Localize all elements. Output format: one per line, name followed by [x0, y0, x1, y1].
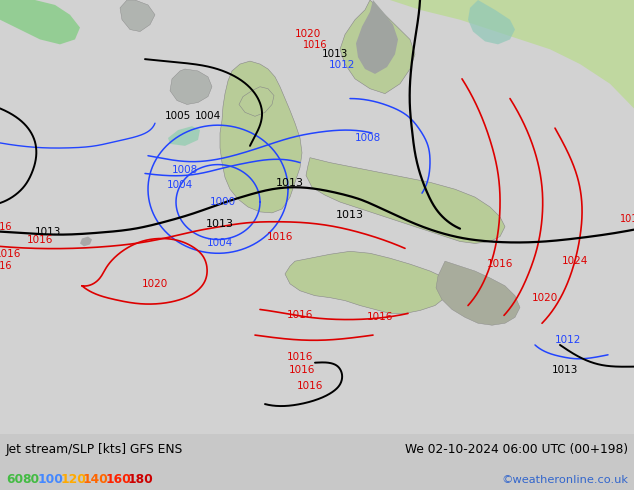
Text: 1004: 1004: [195, 111, 221, 122]
Polygon shape: [220, 61, 302, 213]
Text: 1012: 1012: [329, 60, 355, 70]
Text: ©weatheronline.co.uk: ©weatheronline.co.uk: [501, 475, 628, 485]
Polygon shape: [306, 158, 505, 244]
Text: 1005: 1005: [165, 111, 191, 122]
Text: 1004: 1004: [167, 180, 193, 190]
Text: 100: 100: [38, 473, 64, 487]
Text: 1013: 1013: [336, 210, 364, 220]
Text: 1013: 1013: [206, 219, 234, 229]
Text: 1020: 1020: [142, 279, 168, 289]
Text: 1016: 1016: [287, 352, 313, 362]
Polygon shape: [80, 237, 92, 246]
Polygon shape: [356, 0, 398, 74]
Text: 1016: 1016: [27, 236, 53, 245]
Text: 1013: 1013: [552, 365, 578, 374]
Polygon shape: [390, 0, 634, 108]
Polygon shape: [239, 87, 274, 116]
Text: 1020: 1020: [295, 29, 321, 40]
Text: 1016: 1016: [367, 312, 393, 322]
Text: 180: 180: [128, 473, 154, 487]
Text: Jet stream/SLP [kts] GFS ENS: Jet stream/SLP [kts] GFS ENS: [6, 443, 183, 456]
Text: 1016: 1016: [0, 249, 21, 259]
Text: 1016: 1016: [487, 259, 513, 269]
Polygon shape: [120, 0, 155, 31]
Text: 1024: 1024: [562, 256, 588, 266]
Polygon shape: [436, 261, 520, 325]
Text: 1016: 1016: [303, 40, 327, 50]
Text: 1004: 1004: [207, 239, 233, 248]
Text: 1012: 1012: [555, 335, 581, 345]
Polygon shape: [168, 126, 200, 146]
Text: 160: 160: [105, 473, 131, 487]
Text: 1016: 1016: [289, 365, 315, 374]
Text: 1016: 1016: [297, 381, 323, 392]
Text: 1008: 1008: [172, 165, 198, 174]
Text: 1016: 1016: [0, 221, 12, 232]
Text: 80: 80: [22, 473, 39, 487]
Polygon shape: [170, 69, 212, 104]
Text: 1000: 1000: [210, 197, 236, 207]
Polygon shape: [468, 0, 515, 45]
Text: 120: 120: [60, 473, 86, 487]
Text: 60: 60: [6, 473, 23, 487]
Text: 1013: 1013: [322, 49, 348, 59]
Polygon shape: [340, 0, 415, 94]
Polygon shape: [0, 0, 80, 45]
Text: 1020: 1020: [532, 293, 558, 303]
Text: 1013: 1013: [276, 178, 304, 188]
Text: 1016: 1016: [620, 214, 634, 224]
Text: 1016: 1016: [0, 261, 12, 271]
Text: 1013: 1013: [35, 226, 61, 237]
Text: 1016: 1016: [287, 310, 313, 320]
Text: 1008: 1008: [355, 133, 381, 143]
Text: We 02-10-2024 06:00 UTC (00+198): We 02-10-2024 06:00 UTC (00+198): [405, 443, 628, 456]
Text: 1016: 1016: [267, 232, 293, 242]
Text: 140: 140: [83, 473, 109, 487]
Polygon shape: [285, 251, 450, 314]
